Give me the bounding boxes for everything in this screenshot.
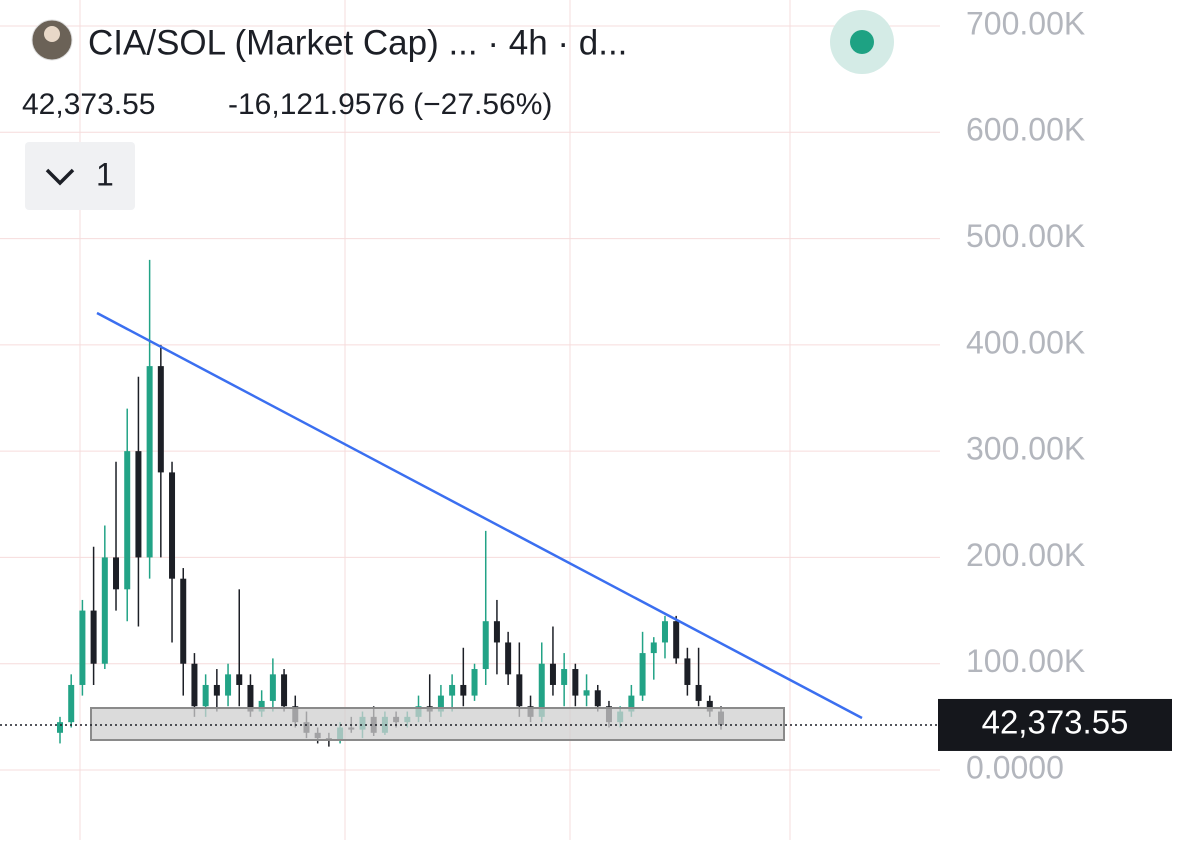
y-tick-label: 100.00K — [966, 643, 1085, 679]
candle-body — [247, 684, 254, 712]
y-tick-label: 400.00K — [966, 324, 1085, 360]
candle-body — [572, 669, 579, 696]
price: 42,373.55 — [22, 88, 155, 121]
candle-body — [437, 695, 444, 712]
candle-body — [695, 684, 702, 701]
candle-body — [516, 674, 523, 707]
candle-body — [135, 451, 142, 558]
candle-body — [706, 700, 713, 712]
candle-body — [225, 674, 232, 696]
header: CIA/SOL (Market Cap) ... · 4h · d... 42,… — [22, 10, 894, 210]
candle-body — [482, 621, 489, 670]
candle-body — [673, 621, 680, 659]
candle-body — [191, 663, 198, 707]
change: -16,121.9576 (−27.56%) — [228, 88, 552, 121]
candle-body — [583, 690, 590, 696]
candle-body — [101, 557, 108, 664]
y-tick-label: 600.00K — [966, 112, 1085, 148]
last-price-box — [938, 698, 1172, 751]
candle-body — [449, 684, 456, 696]
candle-body — [90, 610, 97, 664]
y-tick-label: 300.00K — [966, 431, 1085, 467]
candle-body — [684, 658, 691, 685]
y-tick-label: 0.0000 — [966, 749, 1064, 785]
y-tick-label: 500.00K — [966, 218, 1085, 254]
candle-body — [661, 621, 668, 643]
support-box — [90, 707, 785, 741]
candle-body — [169, 472, 176, 579]
candle-body — [213, 684, 220, 696]
candle-body — [650, 642, 657, 654]
candle-body — [113, 557, 120, 590]
price-axis: 0.0000 100.00K 200.00K 300.00K 400.00K 500.00… — [966, 5, 1085, 785]
y-tick-label: 200.00K — [966, 537, 1085, 573]
indicator-toggle[interactable] — [25, 142, 135, 210]
candle-body — [180, 578, 187, 664]
candle-body — [594, 690, 601, 707]
candle-body — [79, 610, 86, 685]
trend-line — [96, 311, 863, 720]
candle-body — [202, 684, 209, 707]
candle-body — [281, 674, 288, 707]
candle-body — [538, 663, 545, 717]
chart-title: CIA/SOL (Market Cap) ... · 4h · d... — [88, 23, 627, 62]
candle-body — [493, 621, 500, 643]
candle-body — [68, 684, 75, 723]
chevron — [45, 168, 75, 186]
candle-body — [269, 674, 276, 701]
candle-body — [236, 674, 243, 685]
candle-body — [505, 642, 512, 675]
indicator-count: 1 — [96, 156, 114, 192]
vertical-grid — [79, 0, 791, 840]
avatar-face — [44, 26, 60, 42]
candle-body — [124, 451, 131, 590]
candle-body — [549, 663, 556, 685]
candle-body — [57, 722, 63, 733]
y-tick-label: 700.00K — [966, 5, 1085, 41]
status-dot — [850, 30, 874, 54]
candle-body — [471, 669, 478, 696]
candle-body — [628, 695, 635, 712]
candle-body — [258, 700, 265, 712]
candle-body — [460, 684, 467, 696]
last-price-label: 42,373.55 — [982, 704, 1129, 741]
candle-body — [157, 366, 164, 473]
candle-body — [639, 653, 646, 696]
candle-body — [146, 366, 153, 558]
candle-body — [561, 669, 568, 685]
